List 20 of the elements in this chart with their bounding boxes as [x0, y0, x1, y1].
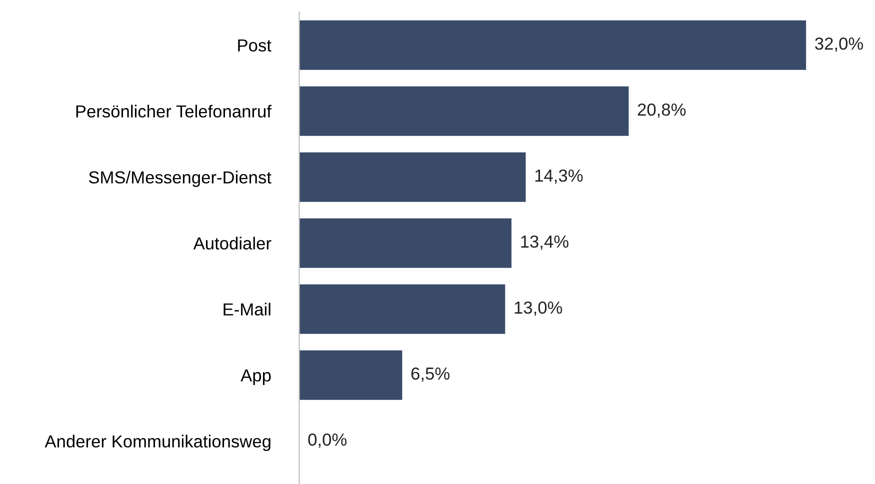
data-label: 14,3% — [535, 169, 583, 184]
data-label: 13,0% — [514, 301, 562, 316]
bar — [299, 284, 506, 334]
bar — [299, 218, 512, 268]
data-label: 0,0% — [308, 433, 347, 448]
data-label: 13,4% — [521, 235, 568, 250]
bar — [299, 350, 402, 400]
y-tick-label: Persönlicher Telefonanruf — [76, 104, 272, 118]
y-tick-label: App — [240, 369, 271, 385]
y-tick-label: SMS/Messenger-Dienst — [88, 170, 272, 187]
data-label: 20,8% — [638, 103, 686, 118]
bar — [299, 152, 526, 202]
data-label: 32,0% — [815, 37, 864, 52]
y-tick-label: Autodialer — [193, 236, 272, 250]
y-tick-label: E-Mail — [224, 302, 270, 316]
data-label: 6,5% — [411, 367, 450, 382]
y-tick-label: Anderer Kommunikationsweg — [44, 434, 270, 451]
bar — [299, 20, 806, 70]
bar — [299, 86, 629, 136]
y-tick-label: Post — [238, 39, 272, 52]
